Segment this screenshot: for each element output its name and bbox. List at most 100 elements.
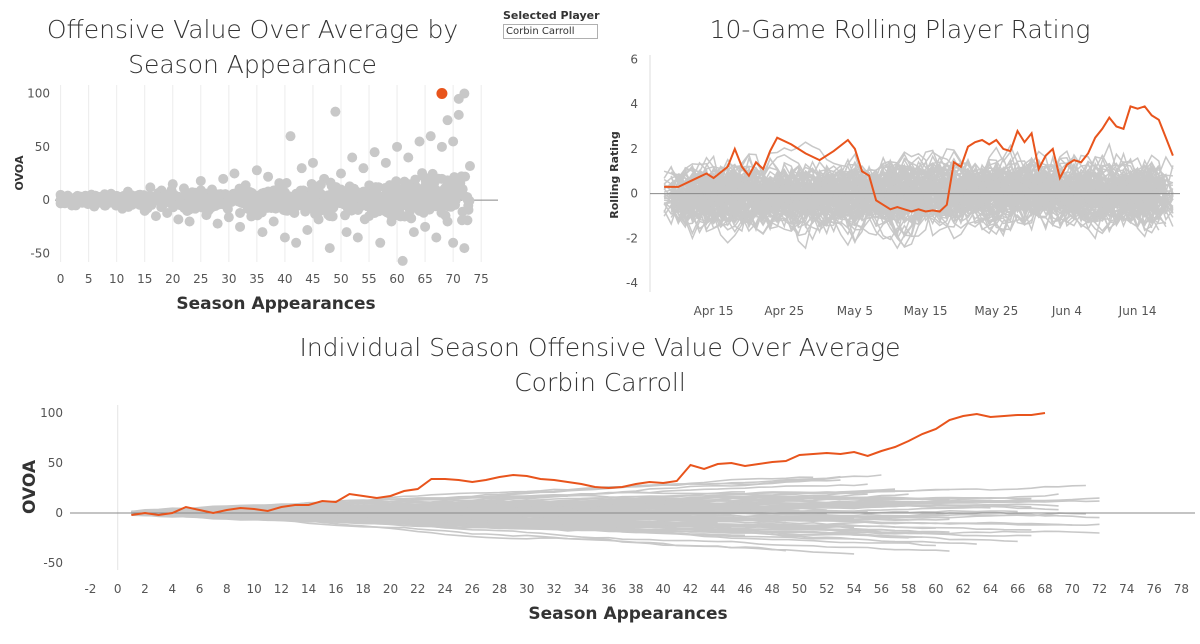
scatter-point bbox=[403, 152, 414, 163]
scatter-point bbox=[392, 141, 403, 152]
y-axis-label: OVOA bbox=[13, 155, 26, 190]
selected-player-line bbox=[664, 105, 1174, 213]
x-tick-label: 22 bbox=[410, 582, 425, 596]
player-selector: Selected Player Corbin Carroll bbox=[503, 9, 600, 39]
player-selector-input[interactable]: Corbin Carroll bbox=[503, 24, 598, 39]
scatter-point bbox=[380, 157, 391, 168]
player-rating-line bbox=[677, 171, 1167, 240]
x-tick-label: 72 bbox=[1092, 582, 1107, 596]
scatter-point bbox=[369, 147, 380, 158]
selected-player-line bbox=[131, 412, 1046, 517]
scatter-point bbox=[359, 214, 370, 225]
scatter-point bbox=[448, 190, 459, 201]
x-tick-label: 0 bbox=[114, 582, 122, 596]
rolling-rating-chart: -4 -2 0 2 4 6 Apr 15 Apr 25 May 5 May 15 May 25 Jun… bbox=[608, 52, 1180, 318]
x-axis-label: Season Appearances bbox=[528, 604, 727, 624]
x-tick-label: 44 bbox=[710, 582, 725, 596]
x-tick-label: 58 bbox=[901, 582, 916, 596]
y-tick-label: 50 bbox=[48, 456, 63, 470]
scatter-point bbox=[161, 196, 172, 207]
y-tick-label: 4 bbox=[630, 97, 638, 111]
x-tick-label: 40 bbox=[277, 272, 292, 286]
scatter-point bbox=[285, 131, 296, 142]
scatter-point bbox=[268, 216, 279, 227]
scatter-chart: 0 5 10 15 20 25 30 35 40 45 50 55 60 65 70 75 -50 0 50 100 S… bbox=[13, 85, 498, 314]
scatter-point bbox=[407, 195, 418, 206]
scatter-point bbox=[325, 177, 336, 188]
scatter-point bbox=[448, 136, 459, 147]
scatter-point bbox=[398, 197, 409, 208]
rolling-chart-title: 10-Game Rolling Player Rating bbox=[709, 15, 1091, 44]
scatter-point bbox=[457, 215, 468, 226]
scatter-point bbox=[399, 176, 410, 187]
x-tick-label: 46 bbox=[737, 582, 752, 596]
x-tick-label: 15 bbox=[137, 272, 152, 286]
player-selector-label: Selected Player bbox=[503, 9, 600, 22]
x-tick-label: 54 bbox=[846, 582, 861, 596]
scatter-point bbox=[410, 174, 421, 185]
scatter-point bbox=[464, 195, 475, 206]
x-tick-label: 60 bbox=[928, 582, 943, 596]
x-tick-label: 8 bbox=[223, 582, 231, 596]
scatter-point bbox=[309, 185, 320, 196]
scatter-point bbox=[130, 191, 141, 202]
scatter-point bbox=[330, 106, 341, 117]
y-tick-label: 2 bbox=[630, 142, 638, 156]
scatter-point bbox=[251, 165, 262, 176]
y-tick-label: 100 bbox=[27, 87, 50, 101]
x-tick-label: 70 bbox=[1065, 582, 1080, 596]
x-tick-label: 75 bbox=[474, 272, 489, 286]
x-tick-label: 28 bbox=[492, 582, 507, 596]
scatter-point bbox=[150, 211, 161, 222]
player-ovoa-line bbox=[131, 513, 923, 538]
y-tick-label: -50 bbox=[43, 556, 63, 570]
x-tick-label: 78 bbox=[1174, 582, 1189, 596]
x-tick-label: 70 bbox=[445, 272, 460, 286]
x-tick-label: 62 bbox=[956, 582, 971, 596]
x-tick-label: 55 bbox=[361, 272, 376, 286]
scatter-point bbox=[324, 243, 335, 254]
scatter-point bbox=[218, 173, 229, 184]
x-tick-label: 32 bbox=[546, 582, 561, 596]
x-tick-label: 5 bbox=[85, 272, 93, 286]
scatter-point bbox=[373, 182, 384, 193]
x-tick-label: 45 bbox=[305, 272, 320, 286]
scatter-point bbox=[437, 185, 448, 196]
scatter-point bbox=[169, 190, 180, 201]
scatter-point bbox=[263, 197, 274, 208]
x-tick-label: -2 bbox=[84, 582, 96, 596]
x-tick-label: 4 bbox=[168, 582, 176, 596]
scatter-point bbox=[138, 197, 149, 208]
x-tick-label: Apr 25 bbox=[764, 304, 804, 318]
scatter-point bbox=[352, 232, 363, 243]
x-tick-label: 30 bbox=[519, 582, 534, 596]
x-axis-label: Season Appearances bbox=[176, 294, 375, 314]
x-tick-label: 2 bbox=[141, 582, 149, 596]
scatter-point bbox=[213, 199, 224, 210]
scatter-point bbox=[279, 232, 290, 243]
scatter-point bbox=[175, 197, 186, 208]
scatter-point bbox=[311, 197, 322, 208]
scatter-point bbox=[408, 227, 419, 238]
scatter-point bbox=[229, 168, 240, 179]
scatter-point bbox=[235, 221, 246, 232]
scatter-point bbox=[307, 157, 318, 168]
x-tick-label: 40 bbox=[656, 582, 671, 596]
scatter-point bbox=[459, 88, 470, 99]
x-tick-label: 36 bbox=[601, 582, 616, 596]
scatter-point bbox=[460, 171, 471, 182]
scatter-point bbox=[373, 190, 384, 201]
scatter-point bbox=[281, 177, 292, 188]
scatter-point bbox=[381, 193, 392, 204]
scatter-point bbox=[236, 198, 247, 209]
scatter-point bbox=[428, 193, 439, 204]
x-tick-label: 48 bbox=[765, 582, 780, 596]
scatter-point bbox=[257, 227, 268, 238]
x-tick-label: 24 bbox=[437, 582, 452, 596]
x-tick-label: 10 bbox=[246, 582, 261, 596]
scatter-point bbox=[403, 210, 414, 221]
x-tick-label: 65 bbox=[417, 272, 432, 286]
scatter-point bbox=[322, 190, 333, 201]
y-tick-label: 0 bbox=[42, 193, 50, 207]
